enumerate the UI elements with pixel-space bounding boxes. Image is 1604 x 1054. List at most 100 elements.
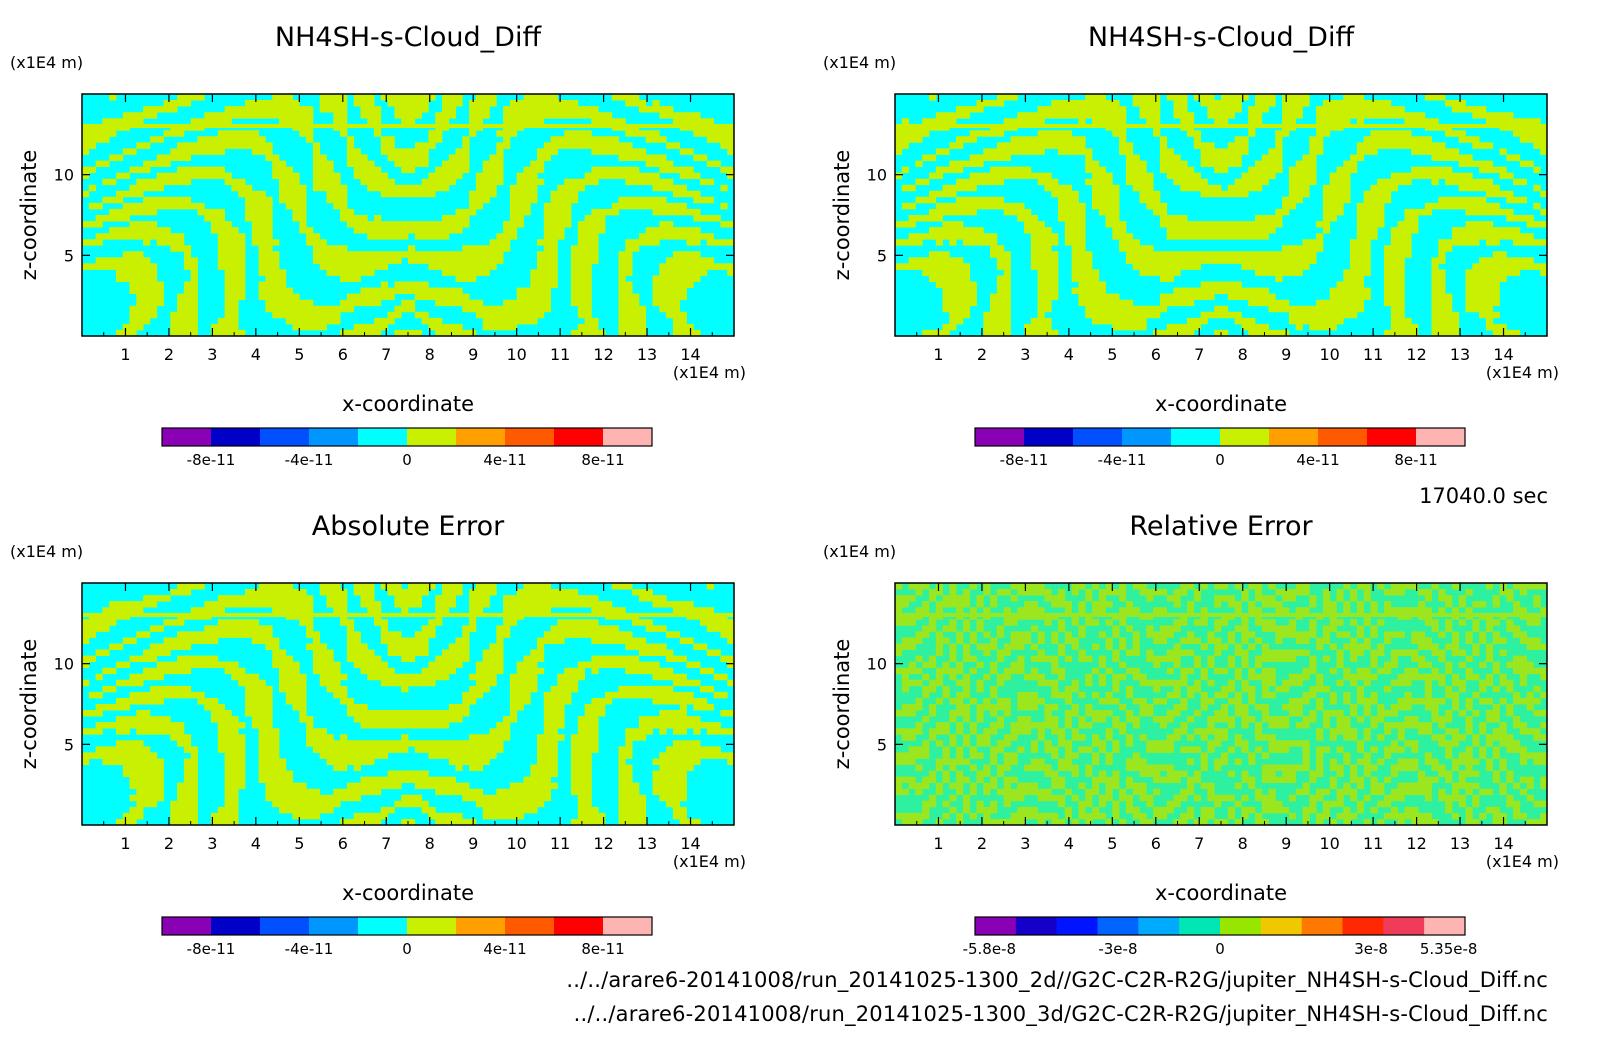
colorbar-swatch xyxy=(1097,917,1139,935)
x-tick-label: 13 xyxy=(637,834,657,853)
x-tick-label: 10 xyxy=(506,345,526,364)
colorbar-swatch xyxy=(1301,917,1343,935)
x-tick-label: 13 xyxy=(1450,834,1470,853)
heatmap-field xyxy=(895,583,1547,825)
colorbar-swatch xyxy=(1024,428,1074,446)
x-tick-label: 9 xyxy=(468,345,478,364)
colorbar-swatch xyxy=(309,428,359,446)
colorbar-swatch xyxy=(1073,428,1123,446)
y-unit-label: (x1E4 m) xyxy=(10,53,83,72)
x-tick-label: 6 xyxy=(1151,345,1161,364)
x-tick-label: 1 xyxy=(933,345,943,364)
x-tick-label: 14 xyxy=(1493,345,1513,364)
x-tick-label: 2 xyxy=(977,834,987,853)
x-unit-label: (x1E4 m) xyxy=(673,852,746,871)
colorbar-tick-label: 8e-11 xyxy=(581,451,624,469)
x-unit-label: (x1E4 m) xyxy=(1486,363,1559,382)
colorbar-swatch xyxy=(975,428,1025,446)
colorbar-swatch xyxy=(211,428,261,446)
x-tick-label: 7 xyxy=(381,345,391,364)
y-axis-label: z-coordinate xyxy=(830,150,854,281)
colorbar: -5.8e-8 -3e-8 0 3e-8 5.35e-8 xyxy=(963,916,1478,958)
colorbar-swatch xyxy=(1138,917,1180,935)
colorbar-tick-label: -4e-11 xyxy=(285,940,334,958)
x-tick-label: 5 xyxy=(1107,345,1117,364)
colorbar-swatch xyxy=(456,428,506,446)
colorbar-tick-label: -4e-11 xyxy=(1098,451,1147,469)
colorbar-swatch xyxy=(260,428,310,446)
colorbar-tick-label: 0 xyxy=(1215,940,1225,958)
timestamp-label: 17040.0 sec xyxy=(1419,484,1548,508)
x-tick-label: 4 xyxy=(1064,834,1074,853)
colorbar-swatch xyxy=(407,917,457,935)
y-tick-label: 5 xyxy=(64,735,74,754)
x-tick-label: 3 xyxy=(207,345,217,364)
x-tick-label: 10 xyxy=(1319,834,1339,853)
colorbar-swatch xyxy=(1220,428,1270,446)
x-tick-label: 1 xyxy=(120,345,130,364)
colorbar-tick-label: 5.35e-8 xyxy=(1420,940,1478,958)
x-tick-label: 11 xyxy=(1363,345,1383,364)
x-tick-label: 10 xyxy=(506,834,526,853)
colorbar-swatch xyxy=(1383,917,1425,935)
colorbar-tick-label: -4e-11 xyxy=(285,451,334,469)
x-tick-label: 14 xyxy=(680,345,700,364)
y-tick-label: 10 xyxy=(54,166,74,185)
colorbar-swatch xyxy=(162,428,212,446)
chart-panel-3: Absolute Error(x1E4 m)1 2 3 4 5 6 7 8 9 10 11 12 13 1… xyxy=(10,511,746,958)
colorbar-swatch xyxy=(1269,428,1319,446)
colorbar-frame xyxy=(161,427,653,447)
colorbar-tick-label: -5.8e-8 xyxy=(963,940,1016,958)
colorbar-swatch xyxy=(1318,428,1368,446)
colorbar-swatch xyxy=(1122,428,1172,446)
x-tick-label: 6 xyxy=(338,834,348,853)
x-tick-label: 10 xyxy=(1319,345,1339,364)
colorbar-tick-label: 8e-11 xyxy=(1394,451,1437,469)
colorbar-swatch xyxy=(211,917,261,935)
colorbar-frame xyxy=(974,916,1466,936)
chart-title: NH4SH-s-Cloud_Diff xyxy=(1088,22,1356,53)
colorbar-swatch xyxy=(1171,428,1221,446)
x-tick-label: 11 xyxy=(550,834,570,853)
colorbar-tick-label: 0 xyxy=(1215,451,1225,469)
x-tick-label: 9 xyxy=(1281,345,1291,364)
x-tick-label: 7 xyxy=(381,834,391,853)
y-axis-label: z-coordinate xyxy=(17,639,41,770)
x-unit-label: (x1E4 m) xyxy=(1486,852,1559,871)
colorbar-swatch xyxy=(358,428,408,446)
x-tick-label: 8 xyxy=(425,834,435,853)
colorbar-swatch xyxy=(554,428,604,446)
colorbar: -8e-11 -4e-11 0 4e-11 8e-11 xyxy=(161,427,653,469)
colorbar-swatch xyxy=(1342,917,1384,935)
colorbar-swatch xyxy=(1367,428,1417,446)
x-tick-label: 5 xyxy=(294,345,304,364)
x-tick-label: 7 xyxy=(1194,345,1204,364)
colorbar-tick-label: -8e-11 xyxy=(187,451,236,469)
x-tick-label: 13 xyxy=(637,345,657,364)
y-unit-label: (x1E4 m) xyxy=(823,542,896,561)
x-tick-label: 3 xyxy=(1020,834,1030,853)
chart-panel-4: Relative Error(x1E4 m)1 2 3 4 5 6 7 8 9 10 11 12 13 1… xyxy=(823,511,1559,958)
heatmap-field xyxy=(82,583,734,825)
x-tick-label: 3 xyxy=(1020,345,1030,364)
colorbar-tick-label: 4e-11 xyxy=(483,940,526,958)
colorbar-tick-label: 8e-11 xyxy=(581,940,624,958)
y-tick-label: 10 xyxy=(867,655,887,674)
colorbar-tick-label: 0 xyxy=(402,451,412,469)
heatmap-band xyxy=(82,613,734,617)
y-tick-label: 5 xyxy=(877,735,887,754)
x-axis-label: x-coordinate xyxy=(342,881,474,905)
y-tick-label: 10 xyxy=(54,655,74,674)
x-tick-label: 9 xyxy=(468,834,478,853)
colorbar-swatch xyxy=(1424,917,1466,935)
x-tick-label: 2 xyxy=(977,345,987,364)
colorbar-swatch xyxy=(358,917,408,935)
x-tick-label: 8 xyxy=(1238,834,1248,853)
colorbar-swatch xyxy=(1416,428,1466,446)
colorbar-swatch xyxy=(505,917,555,935)
colorbar-swatch xyxy=(162,917,212,935)
y-axis-label: z-coordinate xyxy=(17,150,41,281)
chart-title: Absolute Error xyxy=(312,511,505,542)
x-tick-label: 4 xyxy=(251,834,261,853)
colorbar-swatch xyxy=(1220,917,1262,935)
